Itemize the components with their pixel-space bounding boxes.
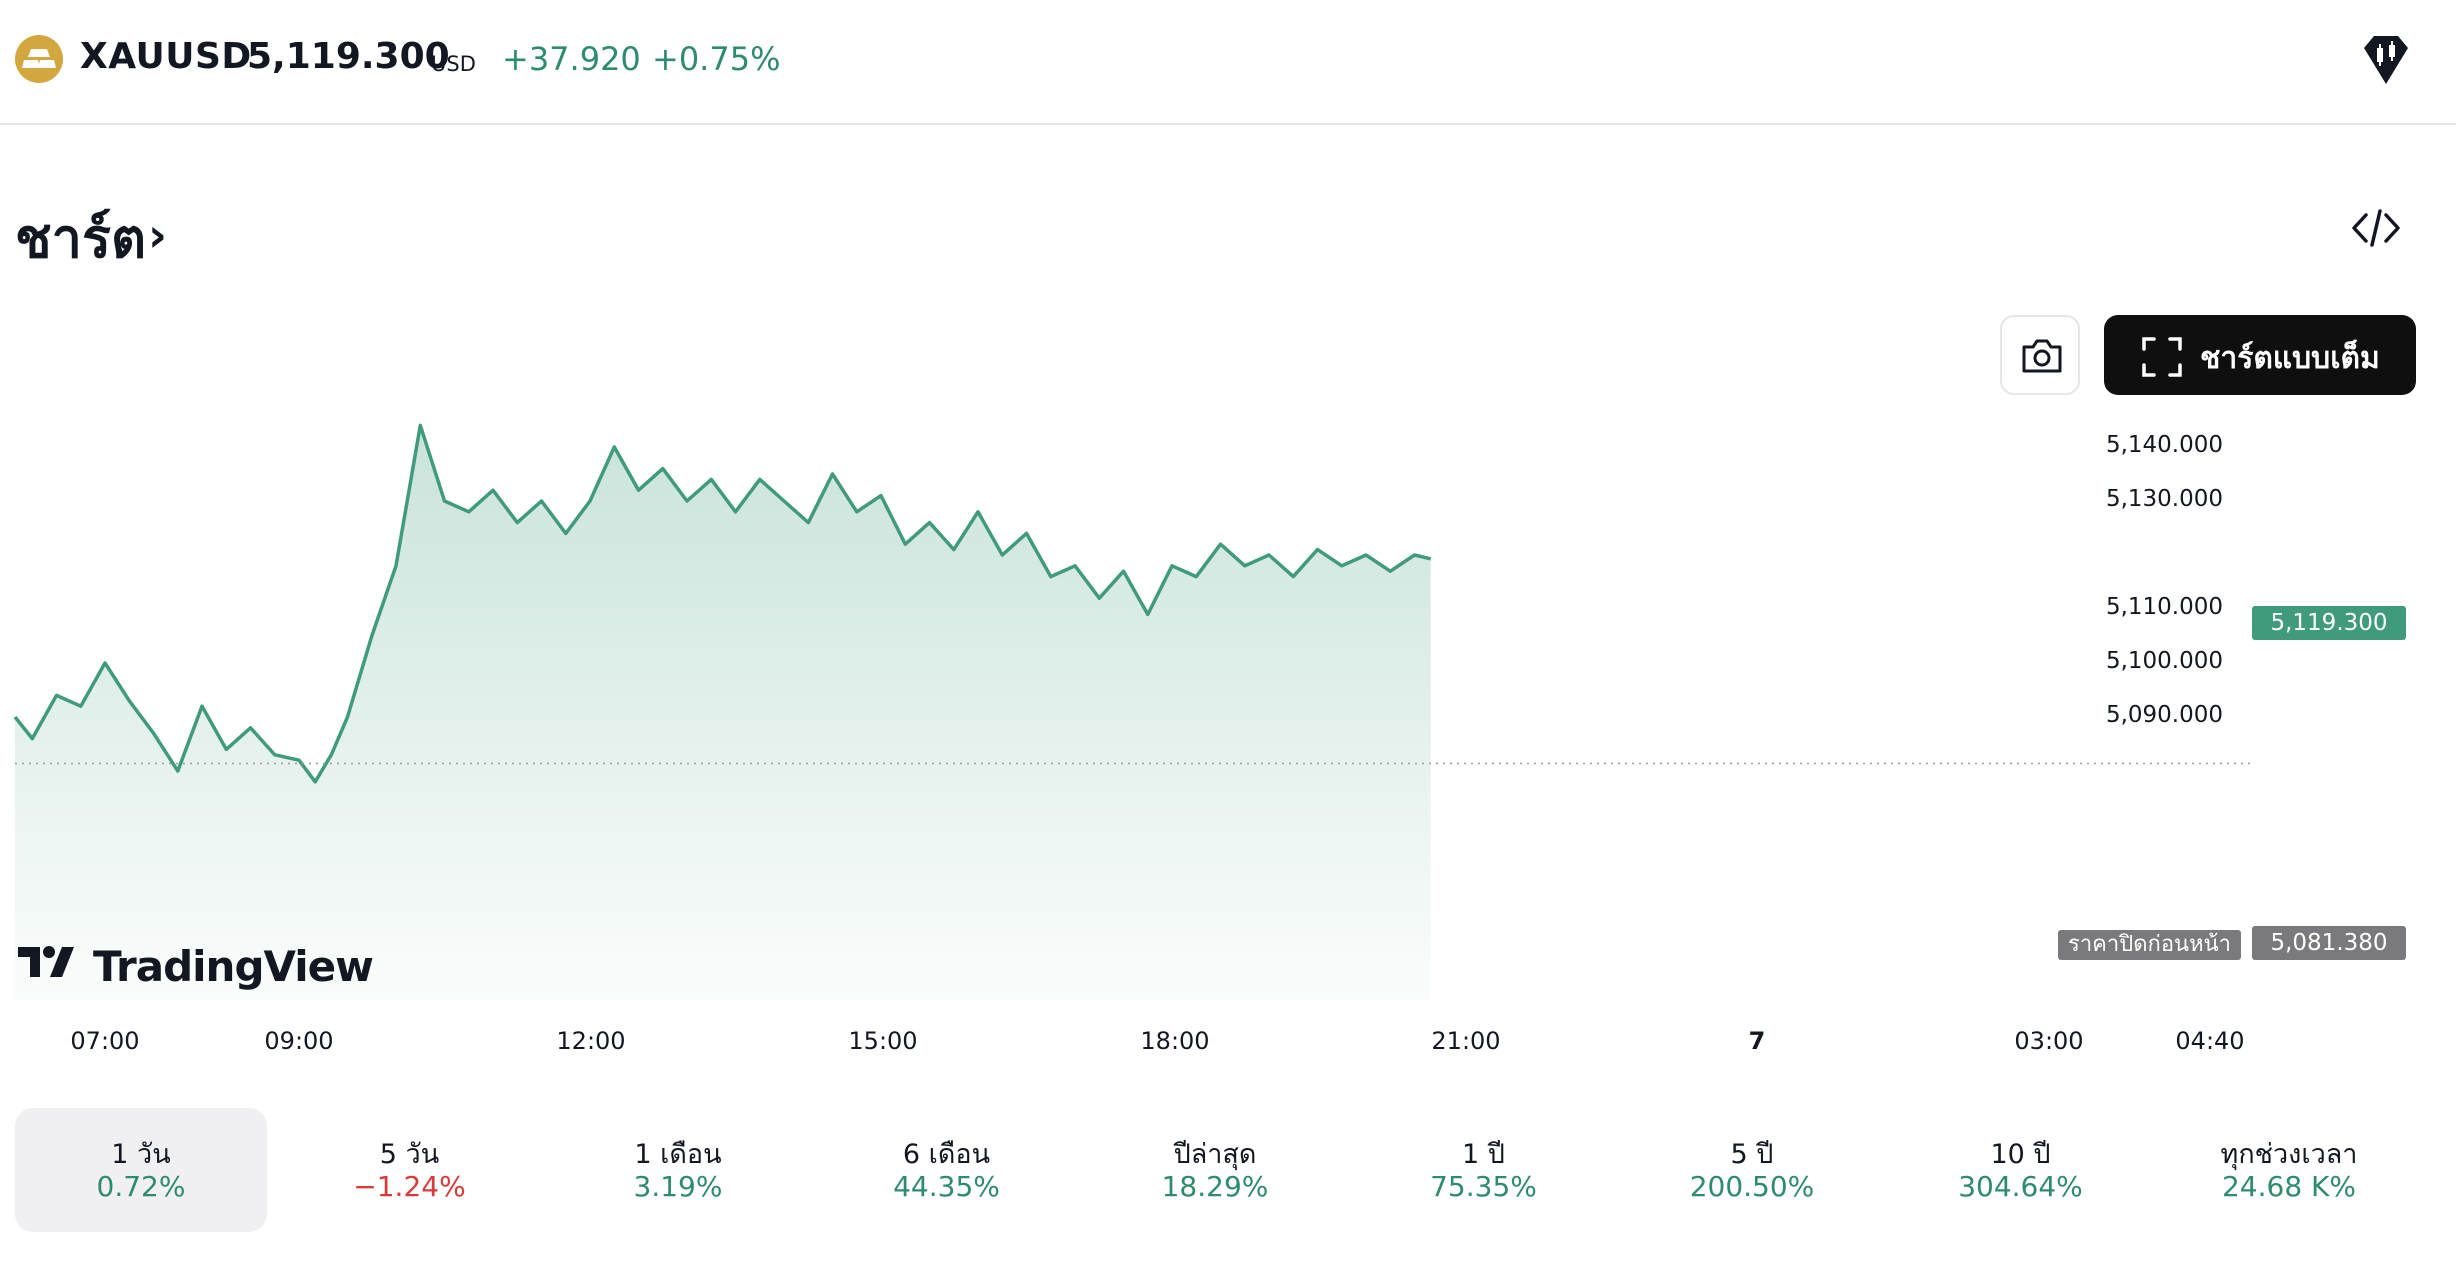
y-tick-label: 5,140.000	[2105, 432, 2223, 458]
camera-icon	[2022, 339, 2062, 373]
y-tick-label: 5,100.000	[2105, 648, 2223, 674]
range-change-value: 200.50%	[1689, 1170, 1815, 1203]
y-tick-label: 5,110.000	[2105, 594, 2223, 620]
x-tick-label: 18:00	[1140, 1027, 1210, 1055]
range-label: ปีล่าสุด	[1173, 1139, 1257, 1170]
range-label: 5 วัน	[379, 1139, 440, 1170]
x-tick-label: 07:00	[70, 1027, 140, 1055]
range-change-value: 44.35%	[893, 1170, 1000, 1203]
x-tick-label: 12:00	[556, 1027, 626, 1055]
fullscreen-chart-button[interactable]: ชาร์ตแบบเต็ม	[2104, 315, 2416, 395]
range-option[interactable]: 5 ปี 200.50%	[1626, 1108, 1878, 1232]
range-option[interactable]: 5 วัน −1.24%	[284, 1108, 536, 1232]
price-chart[interactable]	[0, 420, 2456, 1020]
y-tick-label: 5,130.000	[2105, 486, 2223, 512]
currency-label: USD	[431, 52, 476, 76]
fullscreen-icon	[2142, 337, 2182, 377]
price-change: +37.920	[502, 40, 641, 78]
x-tick-label: 7	[1748, 1027, 1766, 1055]
x-tick-label: 03:00	[2014, 1027, 2084, 1055]
price-area	[15, 425, 1431, 1000]
range-change-value: 304.64%	[1958, 1170, 2083, 1203]
tradingview-watermark: TradingView	[93, 942, 374, 991]
previous-close-label: ราคาปิดก่อนหน้า	[2058, 930, 2241, 960]
y-tick-label: 5,090.000	[2105, 702, 2223, 728]
range-label: 6 เดือน	[902, 1139, 991, 1170]
last-price: 5,119.300	[247, 36, 450, 77]
chevron-right-icon[interactable]: ›	[148, 208, 167, 262]
symbol-name: XAUUSD	[80, 36, 252, 77]
range-label: ทุกช่วงเวลา	[2220, 1139, 2358, 1170]
range-option[interactable]: 1 วัน 0.72%	[15, 1108, 267, 1232]
range-label: 10 ปี	[1990, 1139, 2051, 1170]
price-change-percent: +0.75%	[652, 40, 781, 78]
range-option[interactable]: ทุกช่วงเวลา 24.68 K%	[2163, 1108, 2415, 1232]
range-option[interactable]: ปีล่าสุด 18.29%	[1089, 1108, 1341, 1232]
range-option[interactable]: 10 ปี 304.64%	[1895, 1108, 2147, 1232]
range-change-value: 3.19%	[633, 1170, 723, 1203]
range-change-value: −1.24%	[353, 1170, 466, 1203]
price-line	[13, 423, 1432, 784]
gold-bars-icon	[15, 35, 63, 83]
symbol-header: XAUUSD 5,119.300 USD +37.920 +0.75%	[0, 0, 2456, 125]
previous-close-tag: 5,081.380	[2252, 926, 2406, 960]
range-option[interactable]: 1 ปี 75.35%	[1358, 1108, 1610, 1232]
range-label: 5 ปี	[1730, 1139, 1774, 1170]
x-tick-label: 09:00	[264, 1027, 334, 1055]
range-option[interactable]: 6 เดือน 44.35%	[821, 1108, 1073, 1232]
tradingview-logo-icon	[18, 945, 82, 983]
range-option[interactable]: 1 เดือน 3.19%	[552, 1108, 804, 1232]
x-tick-label: 21:00	[1431, 1027, 1501, 1055]
x-tick-label: 15:00	[848, 1027, 918, 1055]
range-label: 1 ปี	[1462, 1139, 1505, 1170]
fullscreen-label: ชาร์ตแบบเต็ม	[2200, 341, 2380, 376]
range-change-value: 0.72%	[96, 1170, 186, 1203]
code-icon[interactable]	[2348, 205, 2404, 251]
current-price-tag: 5,119.300	[2252, 606, 2406, 640]
range-change-value: 18.29%	[1161, 1170, 1269, 1203]
range-label: 1 เดือน	[634, 1139, 722, 1170]
range-change-value: 75.35%	[1430, 1170, 1537, 1203]
chart-section-title[interactable]: ชาร์ต	[15, 207, 147, 270]
range-label: 1 วัน	[111, 1139, 171, 1170]
x-tick-label: 04:40	[2175, 1027, 2245, 1055]
snapshot-button[interactable]	[2000, 315, 2080, 395]
candle-badge-icon[interactable]	[2358, 32, 2414, 88]
range-change-value: 24.68 K%	[2221, 1170, 2357, 1203]
